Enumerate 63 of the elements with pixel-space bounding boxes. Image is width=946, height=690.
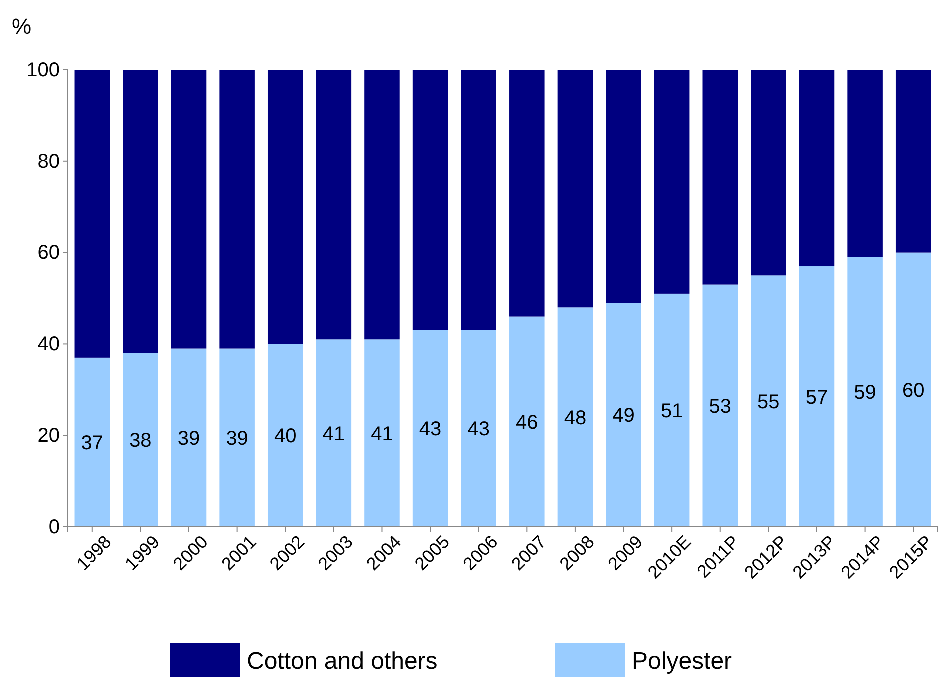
bar <box>654 70 690 294</box>
data-label: 39 <box>178 428 200 450</box>
bar <box>558 70 594 308</box>
bar <box>606 70 642 304</box>
bar <box>654 294 690 527</box>
bar <box>896 70 932 253</box>
bar <box>364 70 400 340</box>
bar <box>316 340 352 527</box>
bar <box>848 257 883 527</box>
bar <box>268 344 304 527</box>
y-tick-label: 0 <box>48 516 60 538</box>
y-axis-title: % <box>12 14 32 39</box>
bar <box>220 70 255 349</box>
bar <box>171 70 207 349</box>
legend-label: Polyester <box>632 648 732 675</box>
bar <box>364 340 400 527</box>
data-label: 55 <box>758 391 780 414</box>
data-label: 49 <box>612 405 635 428</box>
bar <box>268 70 304 344</box>
data-label: 40 <box>274 426 297 448</box>
bar <box>123 70 158 354</box>
y-tick-label: 20 <box>38 425 60 447</box>
bar <box>606 303 642 527</box>
data-label: 60 <box>902 380 925 402</box>
bar <box>412 70 448 330</box>
data-label: 59 <box>854 382 876 404</box>
y-tick-label: 100 <box>26 59 60 82</box>
data-label: 37 <box>81 432 104 454</box>
bar <box>751 70 786 276</box>
data-label: 57 <box>806 386 828 409</box>
bar <box>316 70 352 340</box>
bar <box>412 330 448 527</box>
data-label: 41 <box>322 423 346 446</box>
data-label: 46 <box>516 412 538 434</box>
bar <box>461 70 496 330</box>
legend-label: Cotton and others <box>247 648 438 675</box>
data-label: 41 <box>371 423 394 446</box>
bar <box>799 266 835 527</box>
bar <box>896 252 932 527</box>
bar <box>510 316 545 527</box>
bar <box>799 70 835 267</box>
y-tick-label: 40 <box>38 334 60 356</box>
data-label: 48 <box>564 407 587 430</box>
data-label: 39 <box>226 428 248 450</box>
bar <box>171 348 207 527</box>
bar <box>123 353 158 527</box>
data-label: 43 <box>419 418 442 441</box>
bar <box>74 358 110 527</box>
data-label: 43 <box>468 418 490 441</box>
bar <box>702 284 738 527</box>
bar <box>848 70 883 258</box>
y-tick-label: 80 <box>38 150 60 173</box>
bar <box>558 308 594 527</box>
data-label: 53 <box>709 396 732 418</box>
data-label: 38 <box>130 430 152 452</box>
bar <box>510 70 545 317</box>
bar <box>74 70 110 358</box>
data-label: 51 <box>660 400 684 422</box>
bar <box>461 330 496 527</box>
bar <box>702 70 738 285</box>
y-tick-label: 60 <box>38 242 60 264</box>
bar <box>220 348 255 527</box>
bar <box>751 276 786 527</box>
